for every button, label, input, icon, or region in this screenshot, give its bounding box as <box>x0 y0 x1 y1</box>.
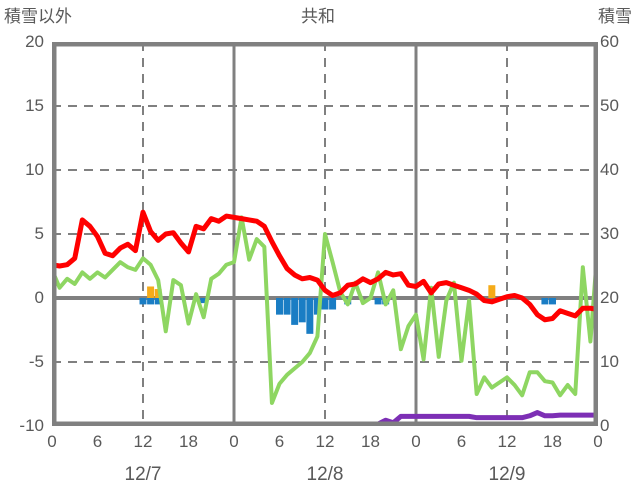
y-tick-right: 10 <box>600 352 619 371</box>
y-tick-right: 60 <box>600 32 619 51</box>
y-tick-right: 50 <box>600 96 619 115</box>
plot-frame <box>52 42 598 426</box>
bar-bar_blue <box>283 298 291 315</box>
x-tick: 6 <box>274 432 285 451</box>
x-tick: 18 <box>543 432 562 451</box>
series-line-temperature <box>52 209 598 323</box>
x-tick: 18 <box>179 432 198 451</box>
bar-bar_blue <box>313 298 321 315</box>
x-date-label: 12/7 <box>124 464 162 485</box>
y-tick-left: -10 <box>19 416 44 435</box>
y-tick-left: -5 <box>28 352 44 371</box>
y-tick-right: 30 <box>600 224 619 243</box>
bar-bar_blue <box>154 298 162 305</box>
y-tick-right: 0 <box>600 416 610 435</box>
y-tick-left: 15 <box>25 96 44 115</box>
page-title: 共和 <box>301 7 335 26</box>
bar-bar_blue <box>549 298 556 305</box>
y-tick-left: 0 <box>34 288 44 307</box>
bar-bar_blue <box>321 298 329 310</box>
left-axis-title: 積雪以外 <box>4 7 72 26</box>
x-date-label: 12/9 <box>488 464 526 485</box>
bar-bar_orange <box>147 286 155 298</box>
x-tick: 12 <box>315 432 335 451</box>
bar-bar_blue <box>298 298 306 323</box>
bar-bar_blue <box>329 298 337 310</box>
y-tick-left: 5 <box>34 224 44 243</box>
x-tick: 18 <box>361 432 380 451</box>
series-line-secondary <box>52 215 598 405</box>
x-tick: 0 <box>47 432 57 451</box>
x-tick: 12 <box>497 432 517 451</box>
y-tick-right: 20 <box>600 288 619 307</box>
x-tick: 6 <box>456 432 467 451</box>
y-tick-right: 40 <box>600 160 619 179</box>
bar-bar_blue <box>200 298 208 304</box>
bar-bar_blue <box>291 298 299 325</box>
bar-bar_blue <box>541 298 549 305</box>
x-tick: 6 <box>92 432 103 451</box>
bar-bar_blue <box>139 298 147 305</box>
bar-bar_orange <box>488 285 496 298</box>
bar-bar_blue <box>374 298 382 305</box>
plot-area <box>52 42 598 426</box>
bar-bar_blue <box>306 298 314 334</box>
y-tick-left: 20 <box>25 32 44 51</box>
bar-bar_blue <box>276 298 283 315</box>
bar-bar_blue <box>147 298 155 305</box>
x-tick: 12 <box>133 432 153 451</box>
x-date-label: 12/8 <box>306 464 344 485</box>
y-tick-left: 10 <box>25 160 44 179</box>
chart-canvas <box>52 42 598 426</box>
x-tick: 0 <box>411 432 421 451</box>
right-axis-title: 積雪 <box>598 7 632 26</box>
x-tick: 0 <box>229 432 239 451</box>
x-tick: 0 <box>593 432 603 451</box>
